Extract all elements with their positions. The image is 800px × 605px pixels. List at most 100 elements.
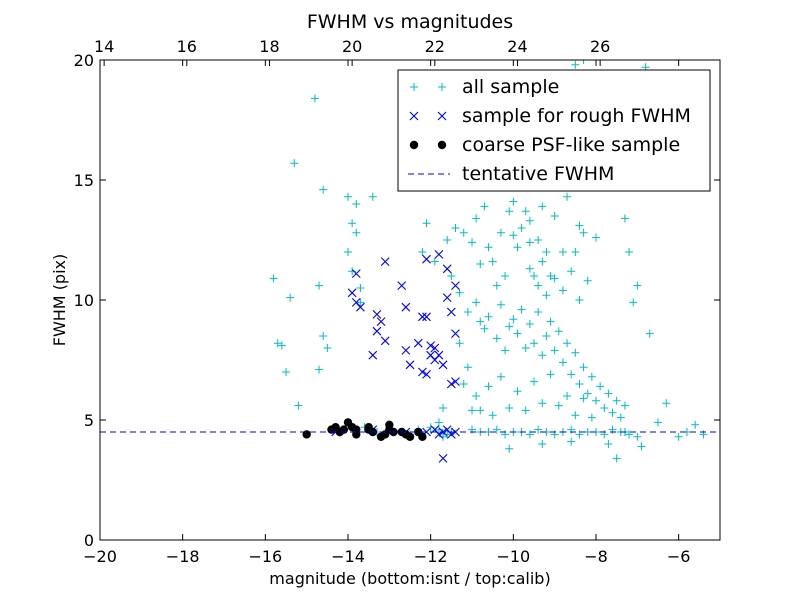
series-0-point (558, 286, 567, 295)
series-1-point (451, 281, 460, 290)
series-0-point (455, 288, 464, 297)
series-1-point (405, 360, 415, 370)
series-0-point (525, 320, 534, 328)
series-1-point (442, 264, 452, 274)
series-0-point (600, 404, 609, 412)
series-0-point (579, 60, 588, 64)
series-1-point (442, 293, 452, 302)
series-0-point (542, 332, 551, 340)
series-0-point (352, 228, 361, 237)
top-x-tick-label: 26 (590, 37, 610, 56)
legend-label-3: tentative FWHM (462, 163, 614, 185)
series-1-point (356, 302, 365, 312)
legend-label-2: coarse PSF-like sample (462, 134, 680, 156)
series-0-point (443, 430, 452, 439)
top-x-tick-label: 20 (342, 37, 362, 56)
series-1-point (368, 350, 378, 360)
series-0-point (290, 159, 299, 168)
series-0-point (550, 346, 559, 355)
series-1-point (413, 338, 423, 348)
series-0-point (517, 305, 526, 314)
series-1-point (347, 288, 357, 298)
legend-label-1: sample for rough FWHM (462, 105, 691, 127)
series-0-point (633, 281, 642, 290)
series-0-point (534, 236, 543, 244)
series-0-point (567, 370, 576, 379)
series-1-point (430, 355, 440, 365)
series-1-point (422, 370, 431, 379)
series-0-point (488, 411, 497, 420)
series-0-point (484, 243, 493, 252)
series-0-point (538, 440, 547, 448)
series-0-point (513, 243, 522, 252)
series-0-point (509, 231, 518, 240)
plot-marks (100, 60, 720, 463)
legend-swatch-2 (409, 140, 419, 150)
series-0-point (521, 207, 530, 216)
series-0-point (563, 392, 572, 400)
series-1-point (426, 341, 436, 350)
legend-label-0: all sample (462, 76, 559, 98)
series-0-point (637, 442, 646, 451)
series-0-point (530, 339, 538, 348)
series-0-point (505, 404, 514, 412)
series-0-point (443, 236, 452, 244)
x-tick-label: −16 (248, 547, 282, 566)
series-1-point (380, 257, 390, 266)
series-0-point (273, 339, 282, 348)
series-0-point (434, 418, 443, 427)
series-0-point (459, 228, 468, 237)
series-0-point (575, 380, 584, 388)
series-0-point (439, 404, 448, 412)
series-0-point (348, 267, 357, 276)
series-0-point (571, 60, 580, 69)
series-0-point (546, 272, 555, 280)
series-0-point (538, 257, 547, 266)
y-axis-label: FWHM (pix) (50, 254, 69, 347)
series-0-point (587, 413, 596, 422)
series-0-point (542, 248, 551, 256)
series-0-point (492, 425, 501, 434)
series-0-point (269, 274, 278, 283)
series-0-point (633, 432, 642, 441)
x-tick-label: −14 (331, 547, 365, 566)
series-0-point (571, 348, 580, 357)
series-0-point (567, 437, 576, 446)
series-0-point (418, 248, 427, 256)
y-tick-label: 0 (84, 531, 94, 550)
series-0-point (476, 406, 485, 415)
y-tick-label: 15 (74, 171, 94, 190)
series-1-point (372, 310, 382, 319)
series-0-point (323, 344, 332, 352)
series-0-point (554, 327, 563, 336)
series-2-point (339, 425, 349, 434)
series-0-point (344, 248, 352, 256)
series-0-point (662, 399, 671, 408)
top-x-tick-label: 18 (259, 37, 279, 56)
legend-swatch-0 (438, 83, 446, 91)
series-0-point (579, 228, 588, 237)
legend: all sample sample for rough FWHM coarse PS… (397, 69, 711, 192)
series-0-point (484, 382, 493, 391)
y-tick-label: 5 (84, 411, 94, 430)
series-1-point (430, 343, 440, 353)
series-0-point (538, 399, 547, 408)
series-0-point (612, 454, 621, 463)
series-0-point (587, 372, 596, 381)
series-0-point (691, 420, 700, 429)
series-0-point (513, 329, 522, 338)
series-0-point (426, 423, 435, 432)
series-0-point (629, 298, 638, 307)
series-0-point (492, 281, 501, 290)
series-0-point (604, 389, 613, 398)
top-x-tick-label: 14 (94, 37, 114, 56)
series-0-point (472, 214, 481, 223)
series-0-point (571, 411, 580, 420)
series-0-point (538, 202, 547, 211)
series-0-point (583, 389, 592, 398)
series-0-point (575, 430, 584, 439)
series-1-point (451, 377, 460, 386)
series-0-point (620, 401, 629, 410)
